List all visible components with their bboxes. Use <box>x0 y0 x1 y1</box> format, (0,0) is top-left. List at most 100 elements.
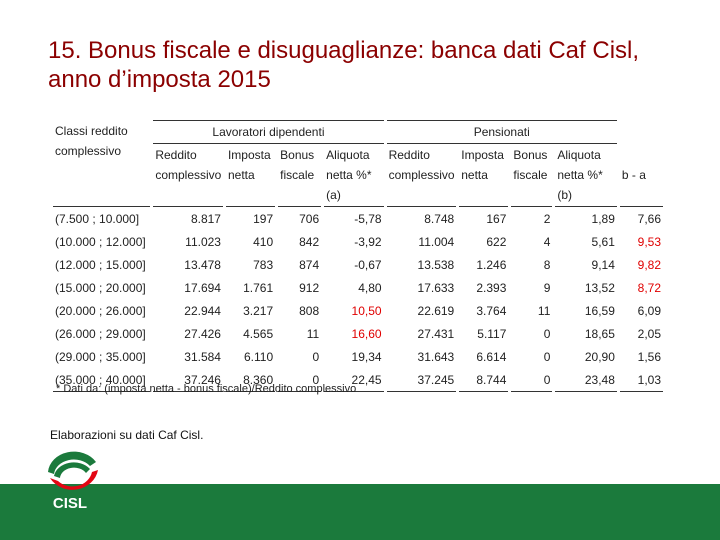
table-cell: 11.004 <box>418 234 455 249</box>
table-cell: 8.817 <box>190 211 221 226</box>
table-row: (26.000 ; 29.000] 27.426 4.565 11 16,60 27.43… <box>53 322 663 345</box>
table-cell: 1,56 <box>637 349 661 364</box>
row-label: (15.000 ; 20.000] <box>55 280 146 295</box>
table-cell: 9,82 <box>637 257 661 272</box>
table-cell: 2 <box>543 211 551 226</box>
column-header: b - a <box>619 120 663 207</box>
table-cell: 0 <box>278 368 322 392</box>
column-header: Bonus fiscale <box>511 144 553 207</box>
table-cell: 1,89 <box>591 211 615 226</box>
table-cell: 9,14 <box>591 257 615 272</box>
table-cell: 8,72 <box>637 280 661 295</box>
table-row: (29.000 ; 35.000] 31.584 6.110 0 19,34 31.643… <box>53 345 663 368</box>
table-row: (7.500 ; 10.000] 8.817 197 706 -5,78 8.748 167… <box>53 207 663 230</box>
table-cell: 783 <box>253 257 274 272</box>
table-cell: 13.538 <box>417 257 455 272</box>
table-cell: 27.431 <box>417 326 455 341</box>
table-cell: 874 <box>299 257 320 272</box>
column-header: Reddito complessivo <box>386 144 457 207</box>
table-cell: 31.584 <box>184 349 221 364</box>
table-cell: 5,61 <box>591 234 615 249</box>
table-cell: 22.944 <box>184 303 221 318</box>
source-note: Elaborazioni su dati Caf Cisl. <box>50 428 204 442</box>
table-cell: 22.619 <box>417 303 455 318</box>
table-cell: 0 <box>543 349 551 364</box>
table-cell: -5,78 <box>354 211 382 226</box>
group-header: Pensionati <box>386 120 617 144</box>
table-cell: 7,66 <box>637 211 661 226</box>
table-cell: 27.426 <box>184 326 221 341</box>
table-cell: 16,60 <box>351 326 382 341</box>
table-cell: 8.744 <box>459 368 509 392</box>
table-cell: 410 <box>253 234 274 249</box>
table-cell: 706 <box>299 211 320 226</box>
column-header: Aliquota netta %* (b) <box>555 144 617 207</box>
table-cell: 5.117 <box>477 326 507 341</box>
data-table: Classi reddito complessivo Lavoratori dip… <box>50 120 666 392</box>
table-cell: 31.643 <box>417 349 455 364</box>
table-row: (10.000 ; 12.000] 11.023 410 842 -3,92 11.004… <box>53 230 663 253</box>
table-cell: 808 <box>299 303 320 318</box>
table-cell: 8.748 <box>424 211 455 226</box>
table-cell: 167 <box>486 211 507 226</box>
table-cell: 6.110 <box>244 349 274 364</box>
row-label: (35.000 ; 40.000] <box>53 368 151 392</box>
table-cell: 17.694 <box>184 280 221 295</box>
logo: CISL <box>48 451 98 512</box>
table-row: (15.000 ; 20.000] 17.694 1.761 912 4,80 17.63… <box>53 276 663 299</box>
column-header: Imposta netta <box>459 144 509 207</box>
table-cell: 23,48 <box>555 368 617 392</box>
table-cell: 6,09 <box>637 303 661 318</box>
column-header: Bonus fiscale <box>278 144 322 207</box>
row-label: (20.000 ; 26.000] <box>55 303 146 318</box>
table-cell: 842 <box>299 234 320 249</box>
column-header: Reddito complessivo <box>153 144 223 207</box>
table-cell: 13,52 <box>584 280 615 295</box>
table-cell: 1,03 <box>619 368 663 392</box>
table-cell: 37.245 <box>386 368 457 392</box>
table-cell: -0,67 <box>354 257 382 272</box>
table-cell: 0 <box>312 349 320 364</box>
table-cell: 6.614 <box>476 349 507 364</box>
row-label: (10.000 ; 12.000] <box>55 234 146 249</box>
corner-header: Classi reddito complessivo <box>53 120 151 207</box>
table-cell: 8 <box>543 257 551 272</box>
table-cell: 0 <box>511 368 553 392</box>
column-header: Aliquota netta %* (a) <box>324 144 384 207</box>
table-cell: 3.764 <box>476 303 507 318</box>
table-cell: 197 <box>253 211 274 226</box>
table-cell: -3,92 <box>354 234 382 249</box>
table-cell: 11 <box>306 326 320 341</box>
table-cell: 20,90 <box>584 349 615 364</box>
table-cell: 8.360 <box>225 368 276 392</box>
group-header: Lavoratori dipendenti <box>153 120 384 144</box>
footnote: * Dati da: (imposta netta - bonus fiscal… <box>56 383 357 395</box>
column-header: Imposta netta <box>225 144 276 207</box>
footer-band <box>0 484 720 540</box>
header-row: Reddito complessivo Imposta netta Bonus fi… <box>53 144 663 207</box>
table-cell: 17.633 <box>417 280 455 295</box>
table-cell: 2.393 <box>476 280 507 295</box>
table-cell: 9,53 <box>637 234 661 249</box>
table-cell: 11 <box>537 303 551 318</box>
row-label: (7.500 ; 10.000] <box>55 211 140 226</box>
table-cell: 13.478 <box>184 257 221 272</box>
table-cell: 37.246 <box>153 368 223 392</box>
table-cell: 912 <box>299 280 320 295</box>
table-cell: 4.565 <box>243 326 274 341</box>
row-label: (29.000 ; 35.000] <box>55 349 146 364</box>
table-cell: 2,05 <box>637 326 661 341</box>
row-label: (12.000 ; 15.000] <box>55 257 146 272</box>
table-cell: 22,45 <box>324 368 384 392</box>
table-cell: 622 <box>486 234 507 249</box>
table-cell: 1.246 <box>476 257 507 272</box>
table-cell: 1.761 <box>243 280 274 295</box>
table-row: (12.000 ; 15.000] 13.478 783 874 -0,67 13.538… <box>53 253 663 276</box>
slide-title: 15. Bonus fiscale e disuguaglianze: banc… <box>48 37 640 93</box>
table-row: (20.000 ; 26.000] 22.944 3.217 808 10,50 22.6… <box>53 299 663 322</box>
table-cell: 10,50 <box>351 303 382 318</box>
table-cell: 4,80 <box>358 280 382 295</box>
table-cell: 19,34 <box>351 349 382 364</box>
table-row: (35.000 ; 40.000] 37.246 8.360 0 22,45 37.245… <box>53 368 663 392</box>
